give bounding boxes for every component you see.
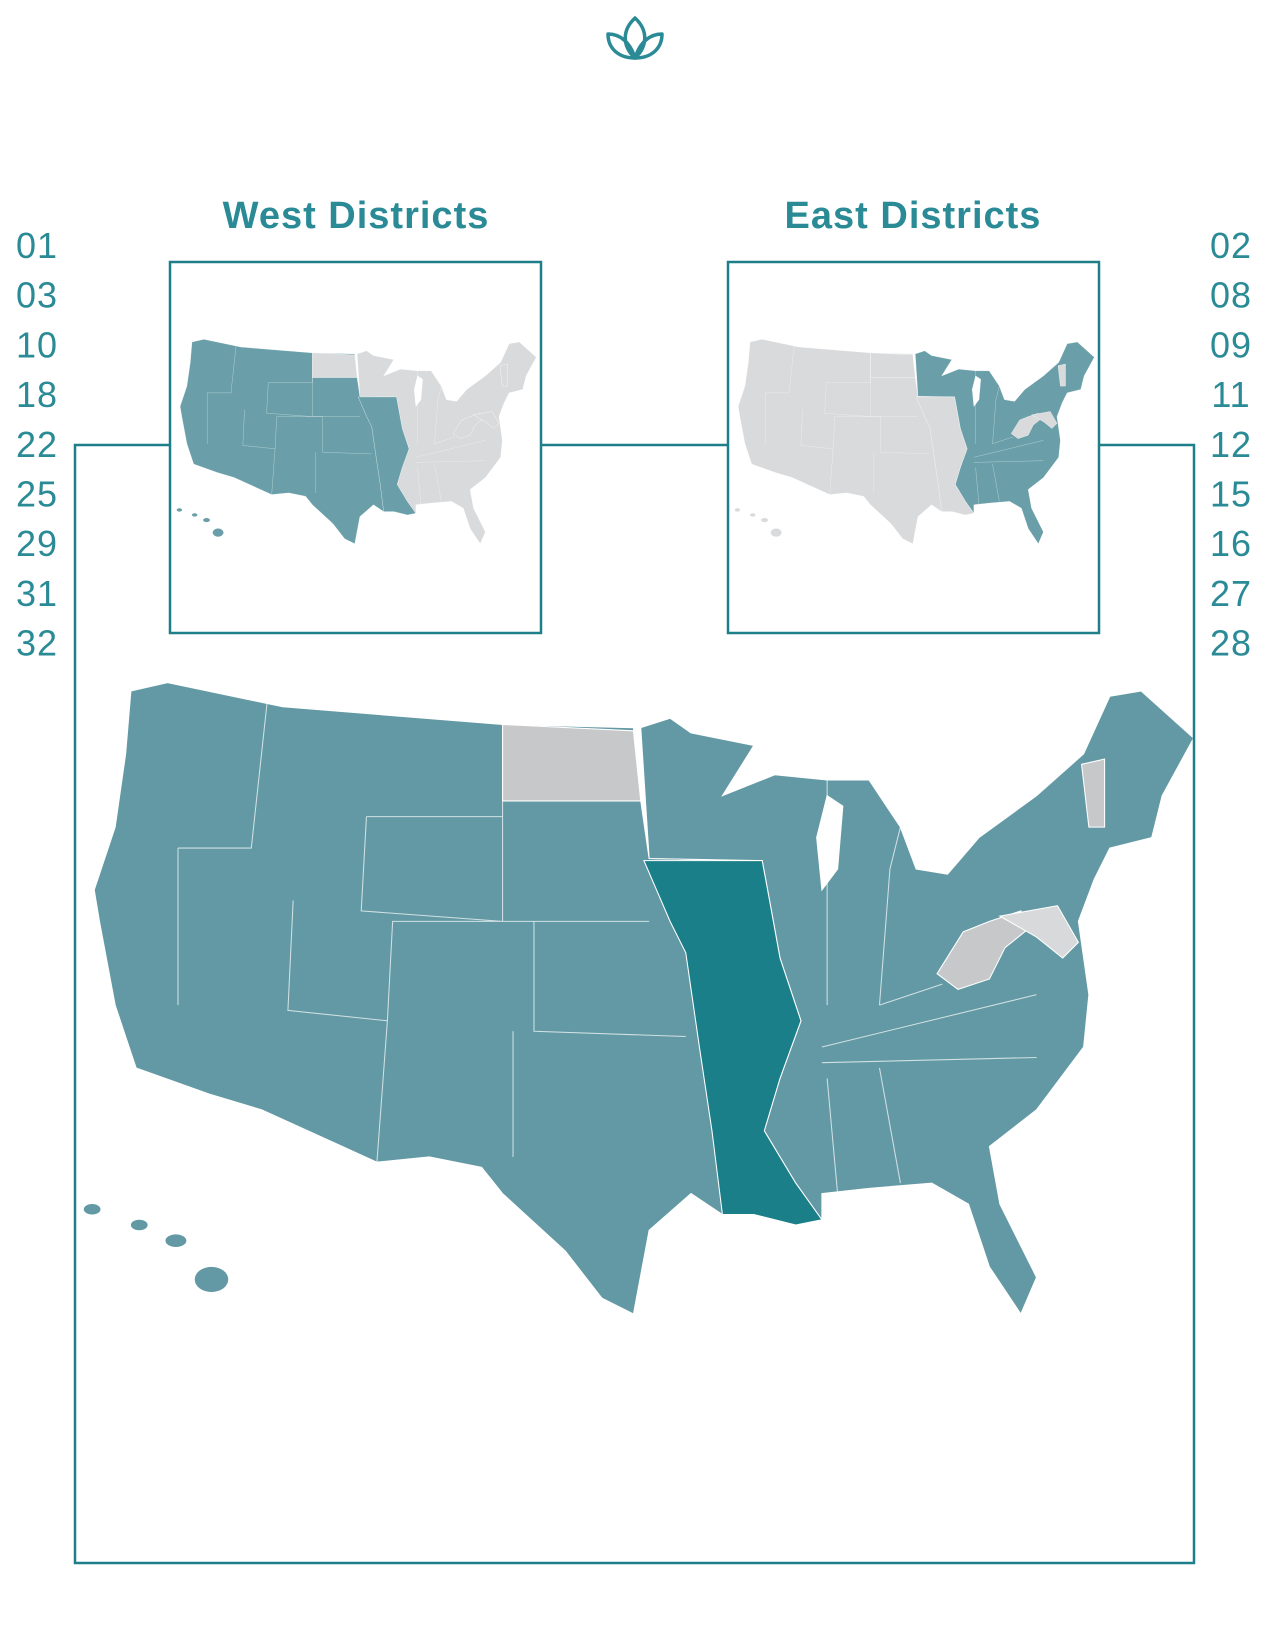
region-md <box>1031 411 1058 429</box>
region-nd <box>312 352 358 378</box>
us-map <box>176 339 537 545</box>
state-borders <box>207 346 486 505</box>
region-vt <box>499 363 508 387</box>
region-nd <box>502 723 642 802</box>
region-lake <box>816 794 844 892</box>
west-inset-frame <box>168 260 543 635</box>
east-district: 02 <box>1210 225 1252 266</box>
hawaii <box>191 513 198 517</box>
hawaii <box>130 1219 148 1231</box>
east-title: East Districts <box>785 195 1042 237</box>
maps <box>83 339 1195 1316</box>
region-nd <box>870 352 916 378</box>
state-borders <box>177 703 1037 1194</box>
west-district: 10 <box>16 324 58 365</box>
west-district: 03 <box>16 275 58 316</box>
us-map <box>83 682 1195 1316</box>
region-md <box>473 411 500 429</box>
west-district: 25 <box>16 474 58 515</box>
region-vt <box>1057 363 1066 387</box>
hawaii <box>165 1234 187 1247</box>
district-lists: 01 03 10 18 22 25 29 31 32 02 08 09 11 12 15 16 27 28 <box>16 225 1252 664</box>
region-west <box>179 339 417 545</box>
west-district: 29 <box>16 523 58 564</box>
region-mid <box>643 860 823 1226</box>
east-district: 16 <box>1210 523 1252 564</box>
region-vt <box>1080 758 1106 828</box>
west-district: 32 <box>16 623 58 664</box>
hawaii <box>750 513 756 517</box>
logo <box>606 16 664 60</box>
east-district: 28 <box>1210 623 1252 664</box>
hawaii <box>770 528 782 537</box>
east-district: 11 <box>1211 374 1250 415</box>
west-district: 01 <box>16 225 58 266</box>
region-lake <box>972 375 981 407</box>
east-district: 27 <box>1210 573 1252 614</box>
region-md <box>998 905 1080 959</box>
west-district: 31 <box>16 573 58 614</box>
region-lake <box>413 375 423 407</box>
hawaii <box>734 508 741 512</box>
hawaii <box>83 1204 101 1215</box>
hawaii <box>212 528 224 537</box>
hawaii <box>761 518 768 523</box>
west-district: 18 <box>16 374 58 415</box>
region-mid <box>357 396 417 516</box>
connector-frame <box>73 443 1196 1565</box>
east-district: 12 <box>1210 424 1252 465</box>
hawaii <box>194 1266 229 1292</box>
east-district: 08 <box>1210 275 1252 316</box>
east-district: 15 <box>1210 474 1252 515</box>
state-borders <box>765 346 1044 505</box>
west-title: West Districts <box>223 195 490 237</box>
us-map <box>734 339 1095 545</box>
region-mid <box>915 396 975 516</box>
east-district: 09 <box>1210 324 1252 365</box>
west-district: 22 <box>16 424 58 465</box>
region-west <box>737 339 975 545</box>
region-west <box>93 682 823 1315</box>
east-inset-frame <box>726 260 1101 635</box>
hawaii <box>203 518 210 523</box>
hawaii <box>176 508 183 512</box>
